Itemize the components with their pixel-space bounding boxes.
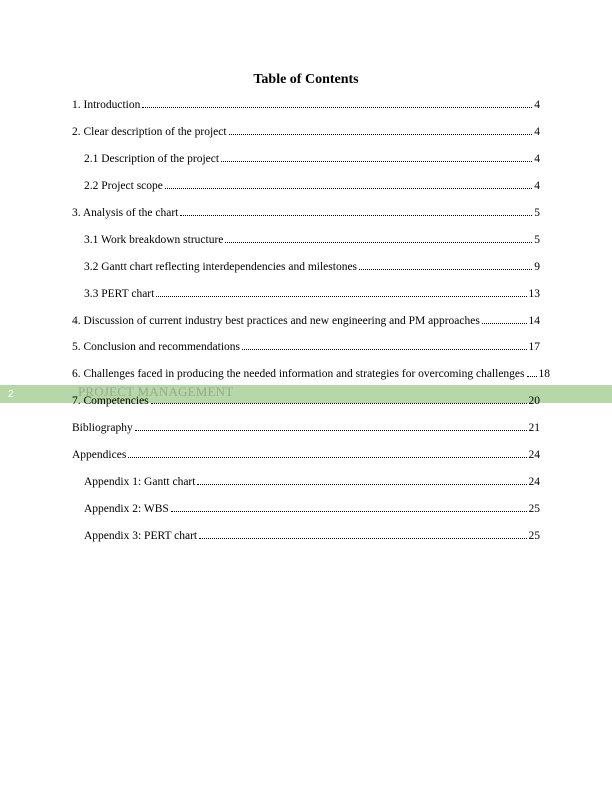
toc-title: Table of Contents bbox=[72, 72, 540, 88]
toc-leader-dots bbox=[199, 538, 526, 539]
toc-leader-dots bbox=[225, 242, 532, 243]
toc-entry-page: 5 bbox=[534, 206, 540, 221]
toc-entry: 2.1 Description of the project 4 bbox=[72, 152, 540, 167]
toc-entry: 5. Conclusion and recommendations 17 bbox=[72, 340, 540, 355]
toc-entry-page: 20 bbox=[529, 394, 541, 409]
toc-leader-dots bbox=[151, 403, 527, 404]
toc-entry: Appendix 1: Gantt chart 24 bbox=[72, 475, 540, 490]
toc-entry-page: 25 bbox=[529, 529, 541, 544]
toc-entry-page: 4 bbox=[534, 125, 540, 140]
toc-entry-page: 25 bbox=[529, 502, 541, 517]
toc-entry-text: Appendix 1: Gantt chart bbox=[84, 475, 195, 490]
toc-entry: 2.2 Project scope 4 bbox=[72, 179, 540, 194]
toc-list: 1. Introduction42. Clear description of … bbox=[72, 98, 540, 544]
toc-leader-dots bbox=[135, 430, 527, 431]
toc-entry-page: 24 bbox=[529, 448, 541, 463]
toc-entry-text: Appendices bbox=[72, 448, 126, 463]
page-content: Table of Contents 1. Introduction42. Cle… bbox=[0, 0, 612, 628]
toc-entry-text: 1. Introduction bbox=[72, 98, 140, 113]
toc-entry: 3.2 Gantt chart reflecting interdependen… bbox=[72, 260, 540, 275]
toc-entry-text: 3.2 Gantt chart reflecting interdependen… bbox=[84, 260, 357, 275]
toc-entry-text: 2. Clear description of the project bbox=[72, 125, 227, 140]
toc-leader-dots bbox=[180, 215, 532, 216]
toc-leader-dots bbox=[359, 269, 532, 270]
toc-entry-text: 4. Discussion of current industry best p… bbox=[72, 314, 480, 329]
toc-entry: 3.1 Work breakdown structure 5 bbox=[72, 233, 540, 248]
toc-entry: 1. Introduction 4 bbox=[72, 98, 540, 113]
toc-entry: Appendix 3: PERT chart 25 bbox=[72, 529, 540, 544]
toc-leader-dots bbox=[482, 323, 527, 324]
toc-entry-page: 21 bbox=[529, 421, 541, 436]
toc-entry: Appendix 2: WBS 25 bbox=[72, 502, 540, 517]
toc-leader-dots bbox=[242, 349, 527, 350]
toc-entry-text: 3.3 PERT chart bbox=[84, 287, 154, 302]
toc-entry-page: 14 bbox=[529, 314, 541, 329]
toc-entry-text: 6. Challenges faced in producing the nee… bbox=[72, 367, 525, 382]
toc-entry-text: 3. Analysis of the chart bbox=[72, 206, 178, 221]
toc-leader-dots bbox=[197, 484, 526, 485]
toc-leader-dots bbox=[527, 376, 537, 377]
toc-entry-page: 18 bbox=[539, 367, 551, 382]
toc-entry-text: Bibliography bbox=[72, 421, 133, 436]
toc-entry: Bibliography 21 bbox=[72, 421, 540, 436]
toc-leader-dots bbox=[171, 511, 527, 512]
toc-entry-text: 5. Conclusion and recommendations bbox=[72, 340, 240, 355]
toc-entry-page: 5 bbox=[534, 233, 540, 248]
toc-entry-page: 4 bbox=[534, 152, 540, 167]
toc-leader-dots bbox=[165, 188, 532, 189]
toc-entry: 3.3 PERT chart 13 bbox=[72, 287, 540, 302]
toc-entry-text: 2.2 Project scope bbox=[84, 179, 163, 194]
toc-entry-page: 13 bbox=[529, 287, 541, 302]
toc-entry: 4. Discussion of current industry best p… bbox=[72, 314, 540, 329]
toc-entry: 2. Clear description of the project 4 bbox=[72, 125, 540, 140]
toc-entry: 6. Challenges faced in producing the nee… bbox=[72, 367, 540, 382]
toc-entry-text: 2.1 Description of the project bbox=[84, 152, 219, 167]
toc-entry-page: 4 bbox=[534, 179, 540, 194]
toc-entry-page: 17 bbox=[529, 340, 541, 355]
toc-entry-page: 4 bbox=[534, 98, 540, 113]
toc-leader-dots bbox=[142, 107, 532, 108]
toc-entry-text: 3.1 Work breakdown structure bbox=[84, 233, 223, 248]
toc-leader-dots bbox=[128, 457, 526, 458]
toc-leader-dots bbox=[156, 296, 526, 297]
toc-entry-page: 9 bbox=[534, 260, 540, 275]
toc-entry: 3. Analysis of the chart 5 bbox=[72, 206, 540, 221]
toc-entry-text: Appendix 3: PERT chart bbox=[84, 529, 197, 544]
toc-entry: Appendices 24 bbox=[72, 448, 540, 463]
watermark-header: PROJECT MANAGEMENT bbox=[78, 384, 233, 400]
toc-leader-dots bbox=[229, 134, 533, 135]
toc-entry-page: 24 bbox=[529, 475, 541, 490]
toc-leader-dots bbox=[221, 161, 532, 162]
toc-entry-text: Appendix 2: WBS bbox=[84, 502, 169, 517]
